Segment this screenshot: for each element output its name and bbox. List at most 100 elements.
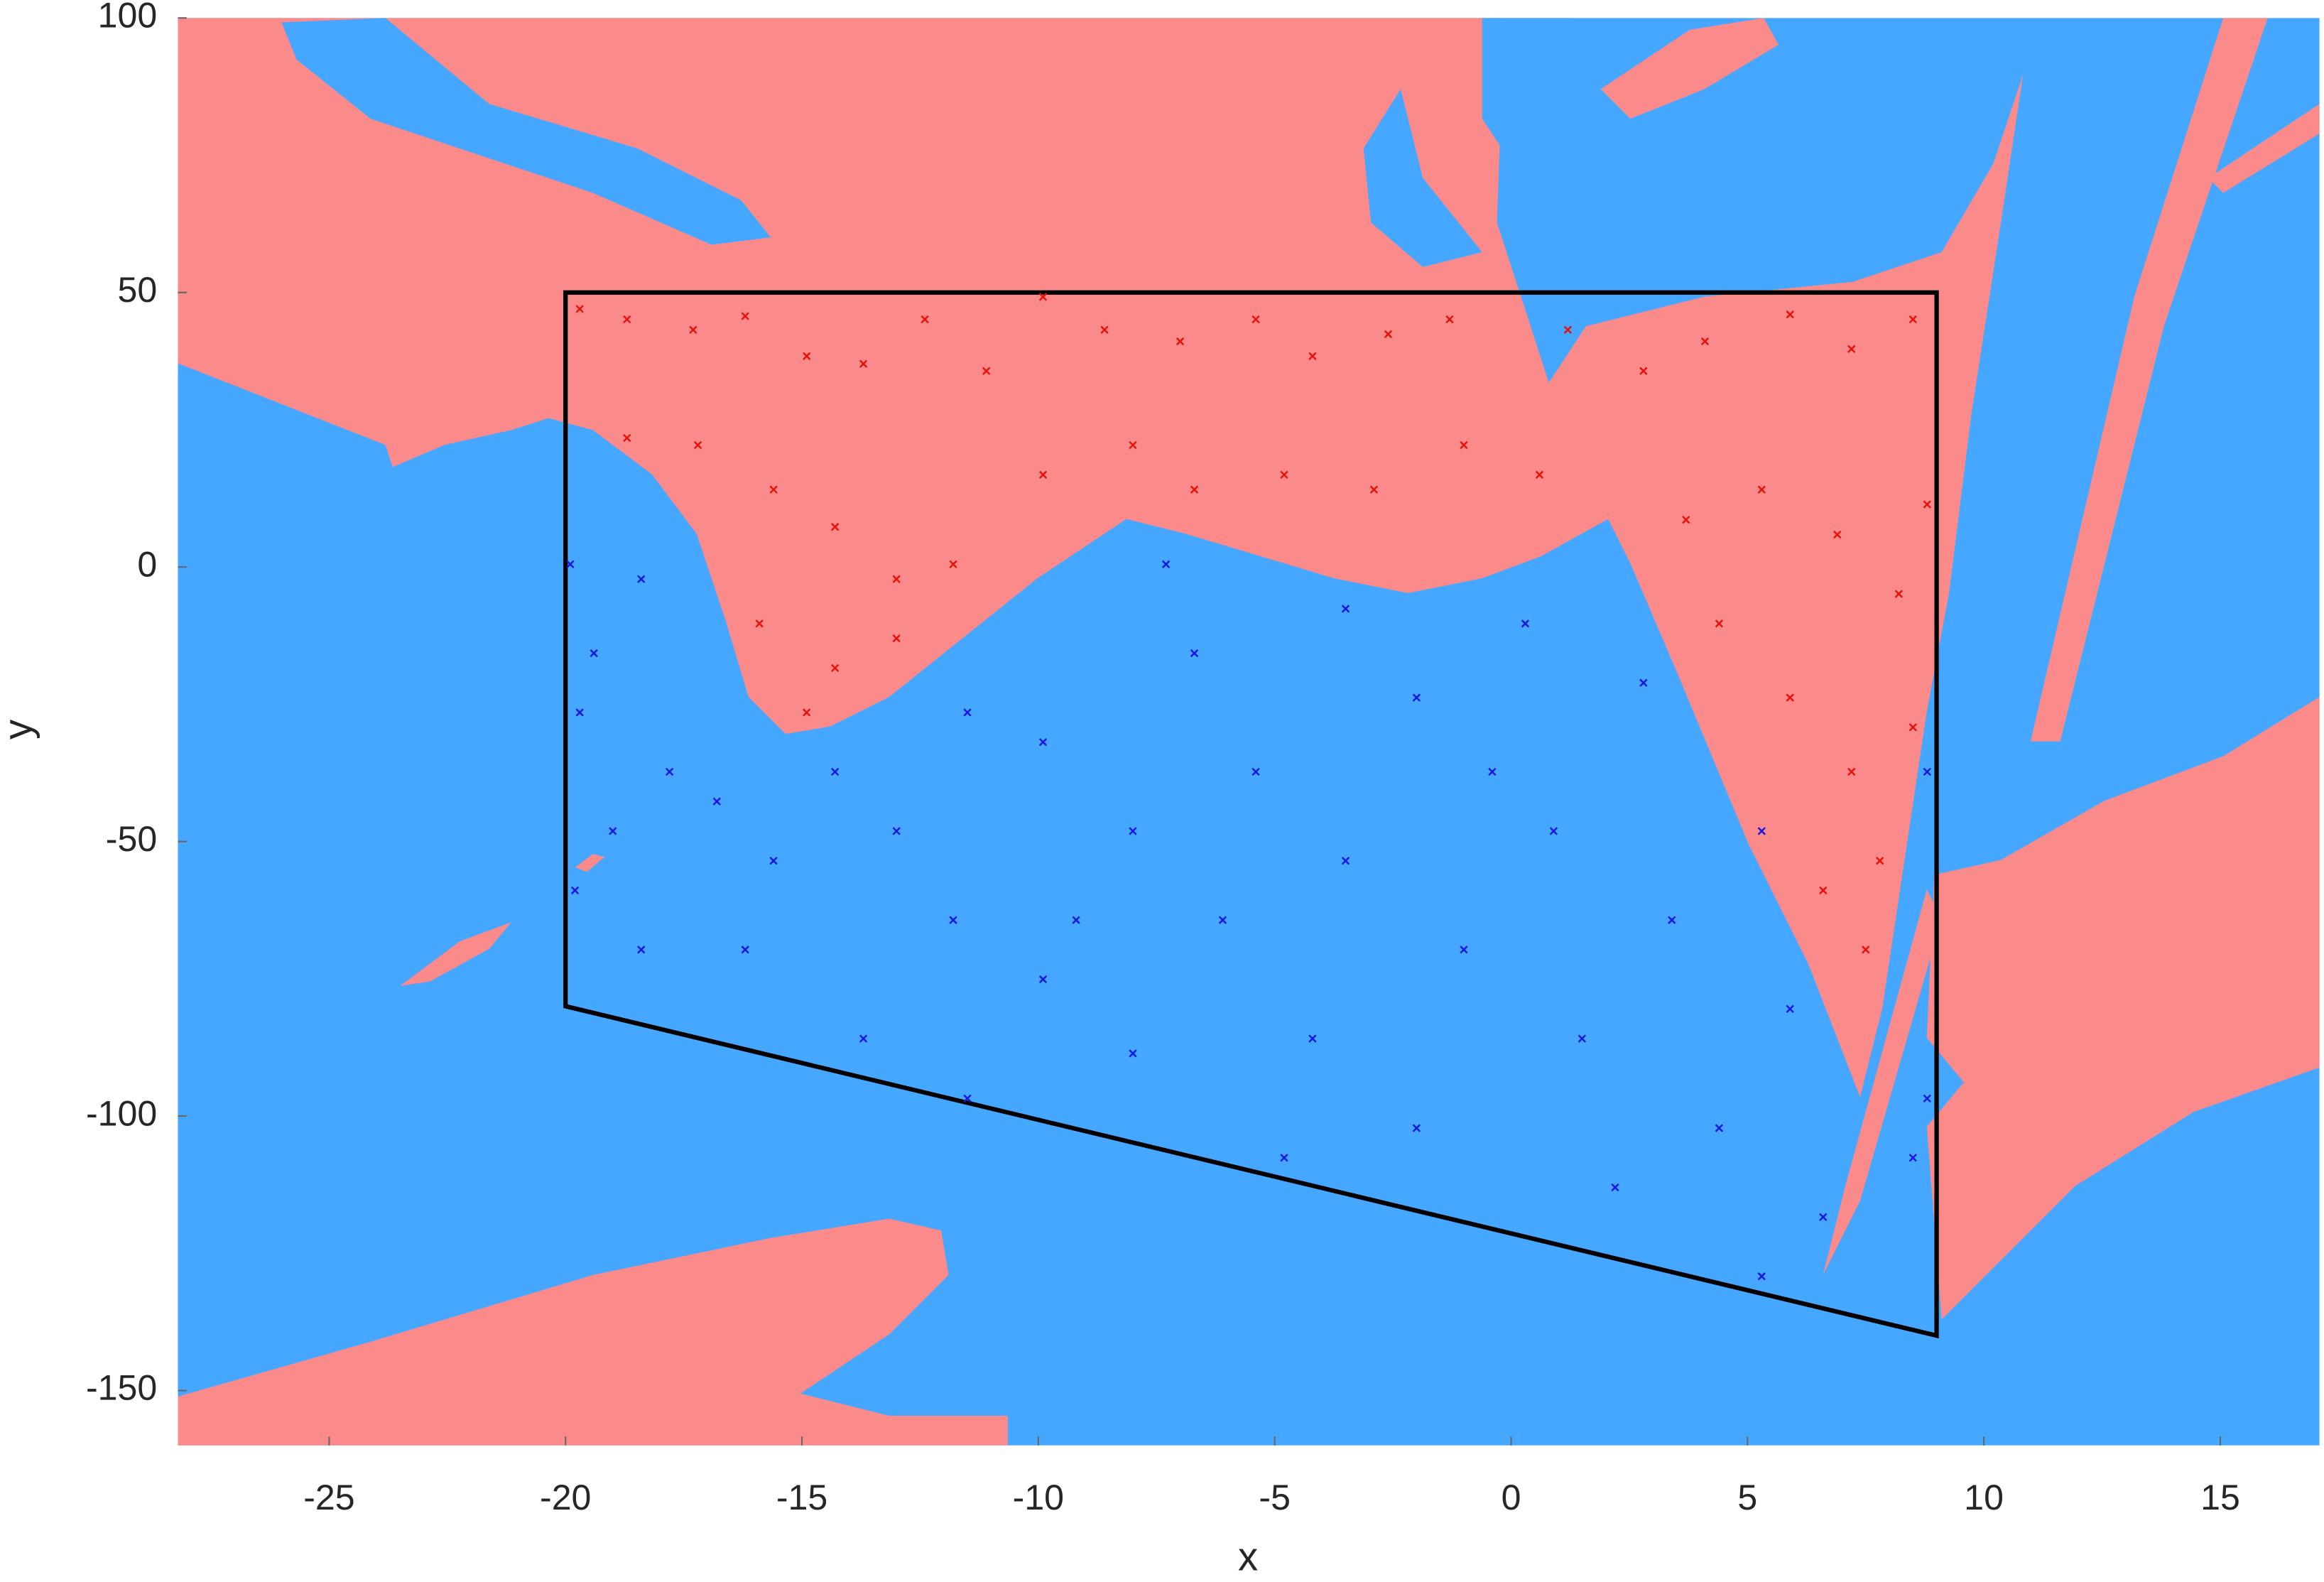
- point: [637, 575, 646, 583]
- decision-regions: [178, 18, 2320, 1446]
- region: [2030, 18, 2268, 742]
- point: [859, 1034, 868, 1043]
- point: [1715, 1124, 1724, 1132]
- y-tick-label: -100: [86, 1093, 157, 1133]
- y-axis-label: y: [0, 719, 40, 739]
- point: [741, 312, 749, 320]
- point: [1819, 1213, 1828, 1221]
- point: [689, 325, 697, 334]
- y-tick-label: 0: [137, 544, 157, 584]
- region: [281, 18, 771, 245]
- point: [1908, 315, 1917, 324]
- point: [892, 634, 901, 643]
- point: [1251, 767, 1260, 776]
- y-tick-label: -150: [86, 1368, 157, 1408]
- point: [769, 856, 778, 865]
- point: [1521, 619, 1530, 628]
- point: [803, 352, 811, 361]
- point: [1578, 1034, 1587, 1043]
- point: [963, 1094, 972, 1103]
- point: [1038, 293, 1048, 301]
- point: [892, 575, 901, 583]
- point: [1488, 767, 1497, 776]
- point: [1639, 367, 1648, 375]
- point: [609, 827, 617, 835]
- point: [1862, 946, 1870, 954]
- point: [1412, 693, 1421, 702]
- point: [1369, 485, 1379, 494]
- point: [1072, 916, 1080, 924]
- point: [1833, 530, 1842, 539]
- point: [1308, 352, 1317, 361]
- point: [1847, 767, 1856, 776]
- point: [921, 315, 929, 324]
- point: [803, 708, 811, 717]
- region: [1823, 889, 1942, 1275]
- point: [1700, 337, 1710, 346]
- point: [1129, 440, 1137, 450]
- x-tick-label: -15: [776, 1478, 827, 1517]
- point: [1611, 1183, 1619, 1192]
- point: [1190, 485, 1199, 494]
- point: [1908, 723, 1917, 732]
- point: [1908, 1154, 1917, 1162]
- point: [949, 560, 957, 568]
- point: [1786, 1004, 1794, 1014]
- point: [982, 367, 991, 375]
- region: [178, 1218, 1008, 1446]
- point: [963, 708, 972, 717]
- region: [400, 922, 511, 986]
- point: [566, 560, 575, 568]
- point: [1715, 619, 1724, 628]
- point: [1100, 325, 1109, 334]
- point: [623, 315, 631, 324]
- region: [178, 18, 2024, 1098]
- region: [1363, 89, 1482, 267]
- point: [1038, 975, 1048, 984]
- point: [1038, 470, 1048, 480]
- point: [1757, 1272, 1766, 1281]
- point: [1460, 440, 1468, 450]
- region: [1600, 18, 1779, 119]
- point: [1460, 946, 1468, 954]
- point: [1129, 827, 1137, 835]
- point: [570, 886, 580, 895]
- point: [1129, 1049, 1137, 1058]
- point: [830, 663, 840, 673]
- point: [1218, 916, 1227, 924]
- point: [693, 440, 702, 450]
- point: [1757, 827, 1766, 835]
- point: [623, 433, 631, 443]
- x-axis-label: x: [1238, 1534, 1258, 1578]
- point: [1308, 1034, 1317, 1043]
- point: [859, 359, 868, 368]
- point: [1847, 345, 1856, 354]
- point: [755, 619, 764, 628]
- point: [1280, 1154, 1288, 1162]
- point: [1923, 500, 1931, 509]
- point: [1819, 886, 1828, 895]
- point: [1341, 856, 1350, 865]
- point: [1161, 560, 1171, 568]
- point: [1445, 315, 1454, 324]
- point: [1682, 516, 1690, 524]
- x-tick-label: 0: [1502, 1478, 1521, 1517]
- x-tick-label: -20: [540, 1478, 591, 1517]
- region: [2208, 104, 2320, 193]
- region: [575, 854, 605, 872]
- point: [1563, 325, 1573, 334]
- region: [1926, 696, 2320, 1320]
- point: [1876, 856, 1884, 865]
- point: [1923, 767, 1931, 776]
- point: [1535, 470, 1544, 480]
- point: [1668, 916, 1676, 924]
- x-tick-label: -10: [1013, 1478, 1064, 1517]
- point: [712, 797, 721, 806]
- point: [769, 485, 778, 494]
- point: [892, 827, 901, 835]
- point: [575, 708, 584, 717]
- point: [1175, 337, 1185, 346]
- point: [830, 523, 840, 531]
- point: [949, 916, 957, 924]
